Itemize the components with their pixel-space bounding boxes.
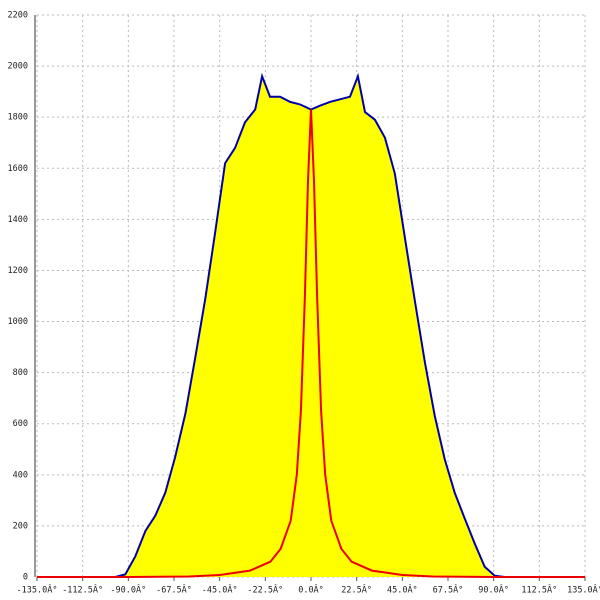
y-tick-label: 1400 bbox=[8, 215, 28, 225]
y-tick-label: 200 bbox=[13, 521, 28, 531]
x-tick-label: -67.5Â° bbox=[156, 584, 192, 596]
line bbox=[37, 109, 585, 578]
y-tick-label: 1200 bbox=[8, 266, 28, 276]
x-tick-label: 67.5Â° bbox=[433, 584, 464, 596]
y-tick-label: 800 bbox=[13, 368, 28, 378]
x-tick-label: -90.0Â° bbox=[110, 584, 146, 596]
x-tick-label: -112.5Â° bbox=[62, 584, 103, 596]
y-tick-label: 2000 bbox=[8, 62, 28, 72]
x-tick-label: -135.0Â° bbox=[17, 584, 58, 596]
y-tick-label: 0 bbox=[23, 573, 28, 583]
y-tick-label: 600 bbox=[13, 419, 28, 429]
y-tick-label: 1600 bbox=[8, 164, 28, 174]
y-tick-label: 2200 bbox=[8, 11, 28, 21]
x-tick-label: -45.0Â° bbox=[202, 584, 238, 596]
x-tick-label: 22.5Â° bbox=[341, 584, 372, 596]
x-tick-label: 0.0Â° bbox=[298, 584, 324, 596]
x-tick-label: 45.0Â° bbox=[387, 584, 418, 596]
x-tick-label: 135.0Â° bbox=[567, 584, 600, 596]
x-tick-label: 112.5Â° bbox=[521, 584, 557, 596]
area bbox=[115, 76, 505, 578]
x-tick-label: 90.0Â° bbox=[478, 584, 509, 596]
y-tick-label: 400 bbox=[13, 470, 28, 480]
y-tick-label: 1800 bbox=[8, 113, 28, 123]
x-tick-label: -22.5Â° bbox=[247, 584, 283, 596]
y-tick-label: 1000 bbox=[8, 317, 28, 327]
